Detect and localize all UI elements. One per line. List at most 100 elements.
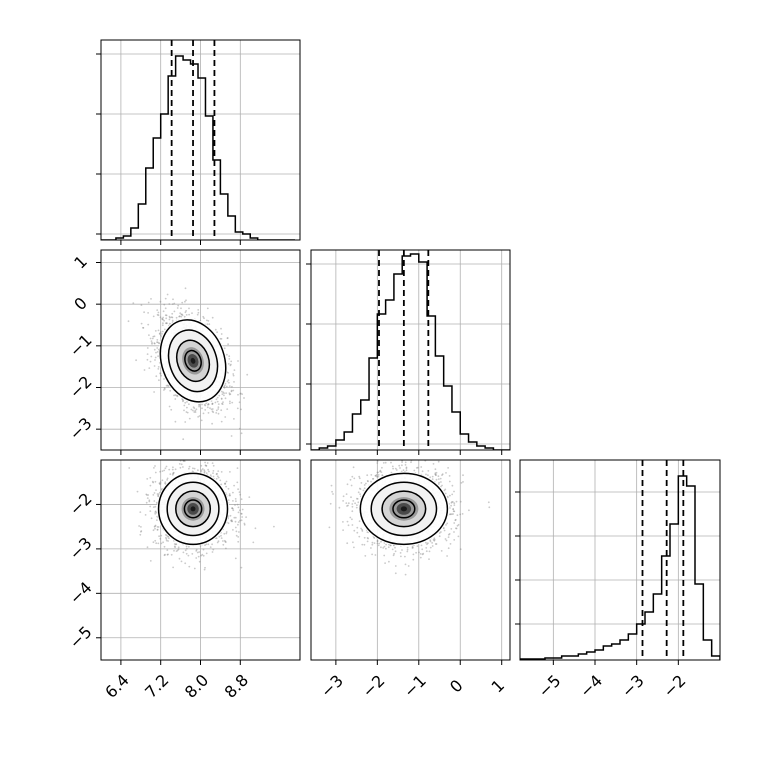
sample-point xyxy=(451,484,454,487)
sample-point xyxy=(156,519,158,521)
sample-point xyxy=(212,470,215,472)
sample-point xyxy=(225,532,228,535)
sample-point xyxy=(193,407,196,410)
sample-point xyxy=(385,543,387,546)
sample-point xyxy=(173,545,176,548)
sample-point xyxy=(357,491,360,494)
sample-point xyxy=(215,409,218,412)
sample-point xyxy=(240,408,242,411)
sample-point xyxy=(230,519,232,522)
sample-point xyxy=(161,479,164,482)
sample-point xyxy=(185,552,188,555)
sample-point xyxy=(146,478,149,480)
sample-point xyxy=(153,492,156,494)
sample-point xyxy=(392,467,394,470)
sample-point xyxy=(229,514,232,517)
sample-point xyxy=(164,388,166,390)
sample-point xyxy=(140,304,143,306)
sample-point xyxy=(163,378,165,380)
sample-point xyxy=(232,373,235,375)
sample-point xyxy=(435,474,437,477)
sample-point xyxy=(174,420,177,423)
sample-point xyxy=(362,489,365,492)
sample-point xyxy=(240,513,243,515)
sample-point xyxy=(156,526,159,528)
sample-point xyxy=(164,467,167,470)
sample-point xyxy=(358,520,361,523)
sample-point xyxy=(228,393,231,396)
sample-point xyxy=(238,531,240,533)
sample-point xyxy=(224,397,227,400)
panel-content xyxy=(101,460,300,660)
sample-point xyxy=(149,337,152,340)
sample-point xyxy=(220,397,223,400)
sample-point xyxy=(168,405,171,408)
sample-point xyxy=(252,541,255,544)
sample-point xyxy=(146,494,148,496)
sample-point xyxy=(163,469,166,472)
sample-point xyxy=(188,545,190,548)
sample-point xyxy=(226,408,229,410)
sample-point xyxy=(158,482,161,485)
sample-point xyxy=(174,398,177,400)
sample-point xyxy=(239,519,241,522)
sample-point xyxy=(175,550,178,552)
sample-point xyxy=(200,554,203,557)
sample-point xyxy=(202,412,205,415)
sample-point xyxy=(163,554,166,557)
sample-point xyxy=(406,548,409,551)
sample-point xyxy=(230,360,233,363)
sample-point xyxy=(452,501,454,503)
sample-point xyxy=(215,477,218,480)
sample-point xyxy=(154,505,157,508)
sample-point xyxy=(425,550,428,553)
sample-point xyxy=(146,358,149,361)
sample-point xyxy=(171,473,174,476)
sample-point xyxy=(177,548,180,551)
sample-point xyxy=(415,551,417,554)
sample-point xyxy=(216,396,219,399)
sample-point xyxy=(345,502,348,504)
sample-point xyxy=(180,560,183,563)
sample-point xyxy=(405,469,408,472)
sample-point xyxy=(150,340,153,342)
sample-point xyxy=(173,302,176,305)
sample-point xyxy=(153,348,156,351)
sample-point xyxy=(170,316,173,319)
x-tick-label: −5 xyxy=(534,671,564,701)
sample-point xyxy=(220,398,223,400)
sample-point xyxy=(150,355,153,358)
sample-point xyxy=(146,497,149,499)
sample-point xyxy=(154,510,157,513)
sample-point xyxy=(415,467,418,469)
sample-point xyxy=(165,536,167,539)
sample-point xyxy=(154,511,157,514)
sample-point xyxy=(370,480,372,483)
sample-point xyxy=(203,469,206,472)
sample-point xyxy=(157,355,160,357)
sample-point xyxy=(240,519,243,522)
sample-point xyxy=(166,479,169,481)
sample-point xyxy=(145,501,148,504)
sample-point xyxy=(159,300,162,303)
sample-point xyxy=(379,470,381,473)
sample-point xyxy=(162,310,165,313)
sample-point xyxy=(167,385,170,388)
sample-point xyxy=(431,478,434,480)
sample-point xyxy=(153,525,156,528)
sample-point xyxy=(185,545,188,548)
sample-point xyxy=(412,558,415,561)
sample-point xyxy=(188,565,191,568)
sample-point xyxy=(446,522,449,525)
sample-point xyxy=(157,368,160,370)
sample-point xyxy=(433,539,436,542)
panel-scatter-p1-p2: −3 −2 −1 0 1 xyxy=(310,459,511,701)
sample-point xyxy=(365,482,367,485)
sample-point xyxy=(225,385,228,388)
sample-point xyxy=(358,535,361,538)
sample-point xyxy=(157,542,160,545)
sample-point xyxy=(180,313,183,316)
sample-point xyxy=(216,331,219,334)
sample-point xyxy=(153,391,156,393)
sample-point xyxy=(232,509,235,512)
